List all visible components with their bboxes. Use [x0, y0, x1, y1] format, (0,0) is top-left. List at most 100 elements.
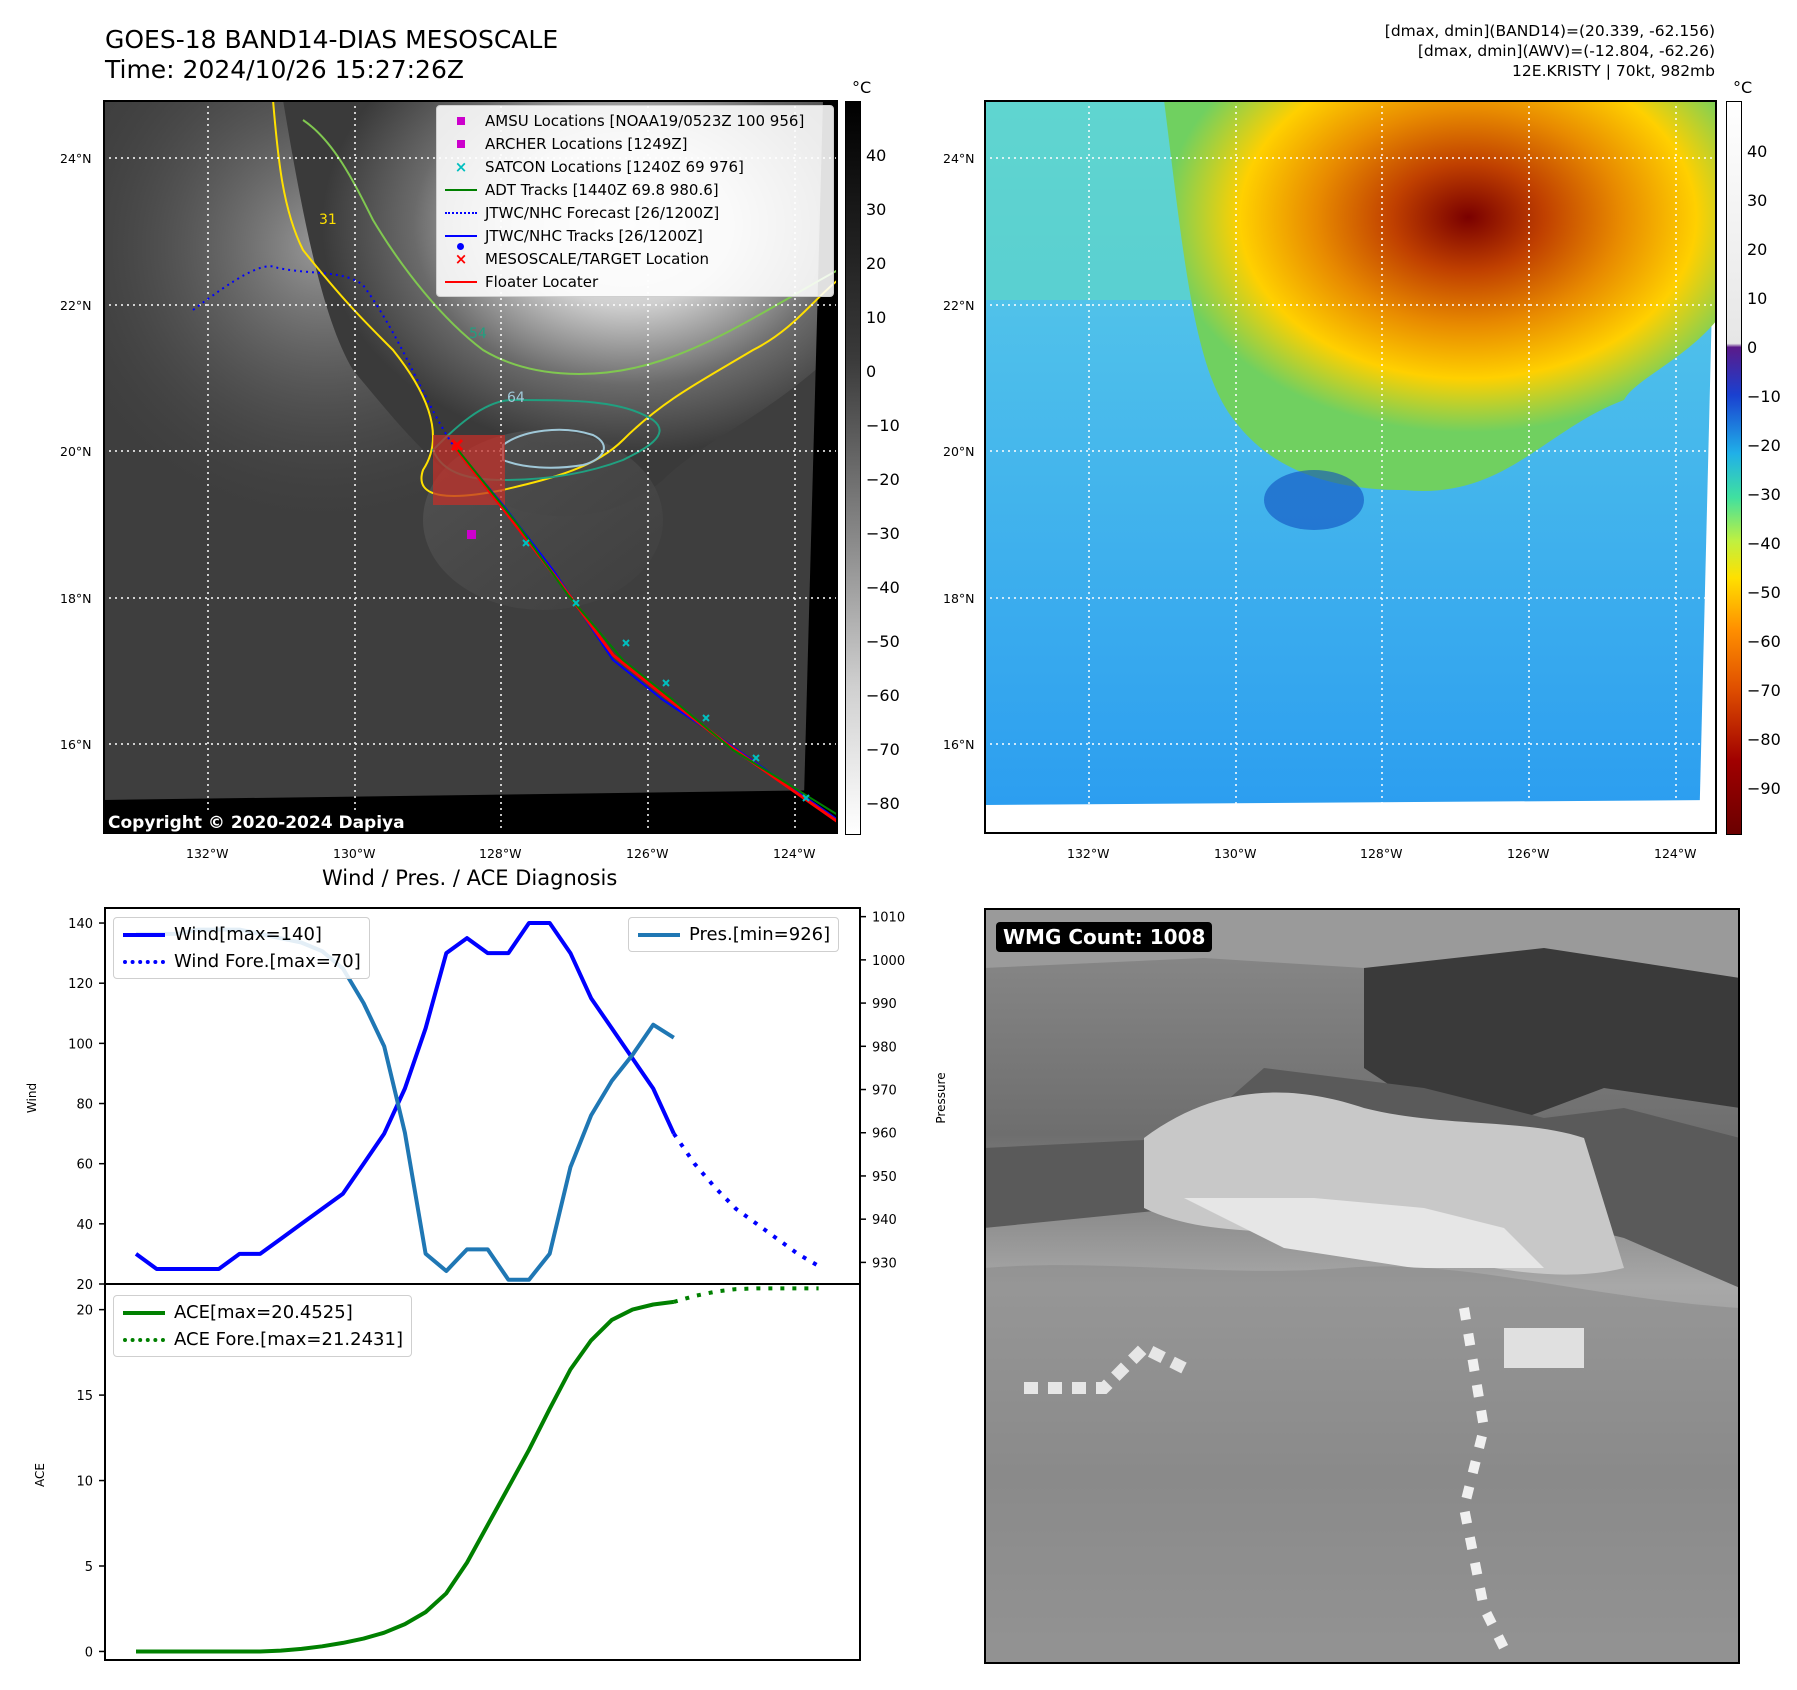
pressure-axis-tick-label: 970	[872, 1084, 897, 1099]
lon-label: 124°W	[1654, 846, 1697, 861]
legend-item-pressure: Pres.[min=926]	[629, 921, 830, 948]
legend-item-amsu: AMSU Locations [NOAA19/0523Z 100 956]	[437, 109, 833, 132]
lat-label: 20°N	[60, 444, 92, 459]
lat-label: 22°N	[60, 298, 92, 313]
contour-label-54: 54	[469, 326, 487, 342]
lon-label: 130°W	[1214, 846, 1257, 861]
map-legend: AMSU Locations [NOAA19/0523Z 100 956] AR…	[436, 105, 834, 297]
lon-label: 126°W	[626, 846, 669, 861]
wind-axis-tick-label: 20	[76, 1278, 93, 1293]
wind-axis-ticks: 140 120 100 80 60 40 20	[68, 917, 105, 1293]
contour-lightblue-64	[502, 428, 605, 469]
contour-label-64: 64	[507, 390, 525, 406]
color-ir-image	[984, 100, 1717, 834]
legend-square-icon	[457, 116, 465, 125]
lat-label: 16°N	[943, 737, 975, 752]
legend-dotted-icon	[445, 211, 477, 214]
ir-map-panel: 31 54 64 Copyright © 2020-2024 Dapiya AM…	[103, 99, 839, 834]
wind-axis-tick-label: 80	[76, 1098, 93, 1113]
legend-square-icon	[457, 139, 465, 148]
ace-fore-series-line	[673, 1286, 819, 1304]
ir-map-frame	[103, 100, 838, 834]
legend-item-forecast: JTWC/NHC Forecast [26/1200Z]	[437, 201, 833, 224]
wmg-panel: WMG Count: 1008	[984, 908, 1740, 1664]
contour-lightgreen	[302, 119, 839, 375]
lon-label: 124°W	[773, 846, 816, 861]
ace-axis-tick-label: 10	[76, 1475, 93, 1490]
lon-label: 128°W	[1360, 846, 1403, 861]
pressure-axis-tick-label: 940	[872, 1213, 897, 1228]
legend-dotted-icon	[123, 959, 165, 964]
legend-line-dot-icon	[445, 234, 477, 237]
chart-title-line1: GOES-18 BAND14-DIAS MESOSCALE	[105, 25, 559, 54]
pressure-axis-ticks: 1010 1000 990 980 970 960 950 940 930	[860, 911, 905, 1271]
lat-label: 24°N	[943, 151, 975, 166]
wind-fore-series-line	[672, 1132, 820, 1268]
legend-dotted-icon	[123, 1337, 165, 1342]
ace-axis-ticks: 20 15 10 5 0	[76, 1304, 105, 1660]
ace-axis-tick-label: 15	[76, 1389, 93, 1404]
pres-series-line	[136, 927, 675, 1282]
lon-label: 128°W	[479, 846, 522, 861]
color-ir-frame	[984, 100, 1717, 834]
colorbar-unit: °C	[1733, 78, 1753, 97]
contour-label-31: 31	[319, 212, 337, 228]
lat-label: 16°N	[60, 737, 92, 752]
legend-line-icon	[123, 932, 165, 937]
lon-label: 132°W	[186, 846, 229, 861]
pressure-axis-tick-label: 1010	[872, 911, 905, 926]
legend-line-icon	[445, 280, 477, 283]
storm-info: 12E.KRISTY | 70kt, 982mb	[1512, 62, 1715, 80]
legend-line-icon	[445, 188, 477, 191]
ace-axis-tick-label: 20	[76, 1304, 93, 1319]
pressure-axis-label: Pressure	[934, 1072, 948, 1123]
legend-item-wind: Wind[max=140]	[114, 921, 361, 948]
legend-item-ace-forecast: ACE Fore.[max=21.2431]	[114, 1326, 403, 1353]
lat-label: 20°N	[943, 444, 975, 459]
legend-item-ace: ACE[max=20.4525]	[114, 1299, 403, 1326]
wind-axis-tick-label: 120	[68, 977, 93, 992]
legend-line-icon	[638, 932, 680, 937]
lat-label: 24°N	[60, 151, 92, 166]
color-ir-colorbar	[1726, 101, 1742, 835]
color-ir-panel	[984, 100, 1717, 834]
wind-axis-tick-label: 100	[68, 1037, 93, 1052]
wind-legend: Wind[max=140] Wind Fore.[max=70]	[113, 917, 370, 979]
dmax-dmin-awv: [dmax, dmin](AWV)=(-12.804, -62.26)	[1417, 42, 1715, 60]
legend-item-adt: ADT Tracks [1440Z 69.8 980.6]	[437, 178, 833, 201]
wind-axis-tick-label: 40	[76, 1218, 93, 1233]
legend-item-satcon: × SATCON Locations [1240Z 69 976]	[437, 155, 833, 178]
legend-item-wind-forecast: Wind Fore.[max=70]	[114, 948, 361, 975]
lon-label: 130°W	[333, 846, 376, 861]
wind-axis-tick-label: 140	[68, 917, 93, 932]
lat-label: 22°N	[943, 298, 975, 313]
ace-axis-label: ACE	[33, 1463, 47, 1487]
pressure-axis-tick-label: 990	[872, 997, 897, 1012]
ace-legend: ACE[max=20.4525] ACE Fore.[max=21.2431]	[113, 1295, 412, 1357]
legend-item-floater: Floater Locater	[437, 270, 833, 293]
target-marker	[450, 438, 464, 452]
ace-axis-tick-label: 0	[85, 1645, 93, 1660]
cold-cloud-tops	[1164, 100, 1717, 491]
wmg-frame	[984, 908, 1740, 1664]
ir-colorbar	[845, 101, 861, 835]
legend-item-target: × MESOSCALE/TARGET Location	[437, 247, 833, 270]
pressure-axis-tick-label: 960	[872, 1127, 897, 1142]
pressure-axis-tick-label: 980	[872, 1040, 897, 1055]
archer-point	[467, 530, 476, 539]
pressure-legend: Pres.[min=926]	[628, 917, 840, 952]
satcon-points	[522, 539, 810, 802]
ace-plot-frame	[104, 1283, 861, 1661]
legend-item-archer: ARCHER Locations [1249Z]	[437, 132, 833, 155]
wind-axis-tick-label: 60	[76, 1158, 93, 1173]
ace-series	[136, 1286, 819, 1654]
color-map-gridlines	[984, 100, 1717, 834]
dmax-dmin-band14: [dmax, dmin](BAND14)=(20.339, -62.156)	[1384, 22, 1715, 40]
legend-line-icon	[123, 1310, 165, 1315]
chart-title-line2: Time: 2024/10/26 15:27:26Z	[105, 55, 464, 84]
pressure-axis-tick-label: 930	[872, 1256, 897, 1271]
wmg-image	[984, 908, 1740, 1664]
adt-track	[457, 449, 839, 816]
windseries-line	[134, 921, 676, 1271]
